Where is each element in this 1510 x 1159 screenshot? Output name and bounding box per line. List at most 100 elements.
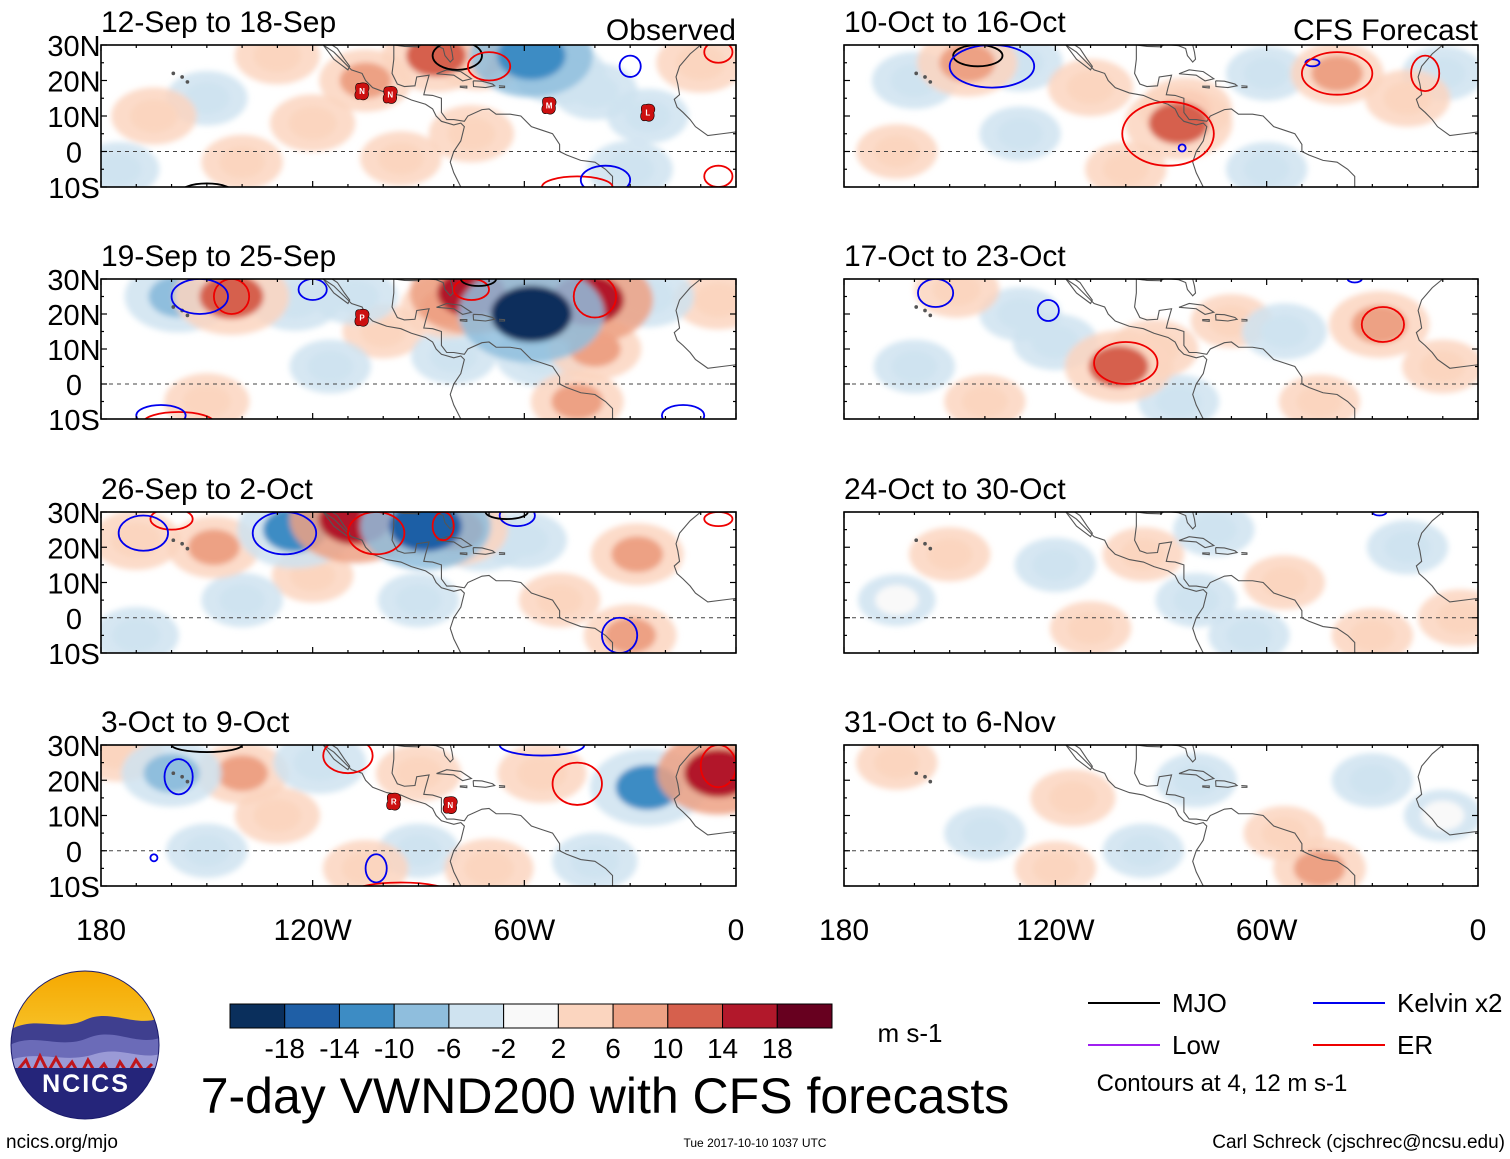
site-link[interactable]: ncics.org/mjo bbox=[6, 1132, 118, 1153]
coastlines bbox=[171, 279, 736, 419]
anomaly-core bbox=[551, 383, 604, 419]
island-dot bbox=[185, 80, 190, 84]
map-panel-p7: 24-Oct to 30-Oct bbox=[843, 473, 1479, 654]
x-tick-label: 60W bbox=[493, 914, 555, 947]
anomaly-core bbox=[490, 285, 572, 343]
anomaly-core bbox=[395, 584, 442, 616]
anomaly-core bbox=[1351, 305, 1408, 344]
island-outline bbox=[1215, 80, 1239, 89]
colorbar-swatch bbox=[557, 1003, 614, 1029]
contour-er bbox=[541, 175, 614, 187]
y-tick-label: 10S bbox=[48, 405, 100, 437]
map-panel-p8: 31-Oct to 6-Nov bbox=[843, 706, 1479, 887]
storm-marker: M bbox=[541, 96, 557, 115]
colorbar-tick-label: 2 bbox=[551, 1033, 567, 1064]
coastline bbox=[673, 45, 736, 137]
anomaly-core bbox=[219, 146, 265, 178]
storm-letter: L bbox=[645, 108, 650, 117]
colorbar-swatch bbox=[722, 1003, 778, 1029]
coastline bbox=[322, 279, 465, 419]
x-tick-label: 0 bbox=[728, 914, 745, 947]
anomaly-field bbox=[856, 745, 1478, 886]
storm-marker: R bbox=[386, 792, 402, 811]
storm-icon bbox=[386, 792, 402, 811]
anomaly-core bbox=[216, 755, 268, 792]
anomaly-core bbox=[611, 536, 664, 573]
anomaly-core bbox=[184, 82, 230, 114]
anomaly-core bbox=[1173, 584, 1219, 616]
coastline bbox=[1136, 512, 1197, 530]
legend-label: MJO bbox=[1172, 988, 1227, 1018]
island-outline bbox=[472, 547, 496, 555]
anomaly-core bbox=[1349, 619, 1395, 652]
coastline bbox=[673, 512, 736, 603]
colorbar-swatch bbox=[284, 1003, 340, 1029]
colorbar-tick-label: 18 bbox=[762, 1033, 793, 1064]
anomaly-core bbox=[497, 45, 566, 80]
anomaly-core bbox=[933, 279, 981, 306]
ncics-logo[interactable]: NCICS bbox=[10, 970, 160, 1128]
island-outline bbox=[436, 769, 473, 782]
contour-er bbox=[149, 512, 194, 531]
x-tick-label: 60W bbox=[1236, 914, 1298, 947]
credit: Carl Schreck (cjschrec@ncsu.edu) bbox=[1212, 1132, 1505, 1153]
figure-title: 7-day VWND200 with CFS forecasts bbox=[201, 1068, 1010, 1124]
legend-item: MJO bbox=[1088, 988, 1227, 1018]
anomaly-core bbox=[891, 350, 938, 383]
contour-er bbox=[1410, 54, 1441, 93]
anomaly-core bbox=[1383, 81, 1432, 115]
y-tick-label: 30N bbox=[47, 31, 100, 63]
island-outline bbox=[459, 552, 468, 556]
anomaly-core bbox=[1155, 385, 1202, 418]
colorbar-tick-label: -14 bbox=[319, 1033, 359, 1064]
colorbar-tick-label: -2 bbox=[491, 1033, 516, 1064]
y-tick-label: 10N bbox=[47, 802, 100, 834]
contour-er bbox=[703, 164, 734, 187]
contour-kelvin-x2 bbox=[1346, 279, 1363, 284]
contour-kelvin-x2 bbox=[135, 404, 187, 419]
coastline bbox=[1065, 279, 1093, 305]
anomaly-core bbox=[378, 142, 424, 175]
contour-er bbox=[452, 279, 490, 301]
legend-label: Kelvin x2 bbox=[1397, 988, 1503, 1018]
y-tick-label: 30N bbox=[47, 265, 100, 297]
coastline bbox=[1134, 512, 1356, 653]
contour-kelvin-x2 bbox=[579, 164, 632, 187]
contour-er bbox=[360, 881, 442, 886]
island-dot bbox=[185, 546, 190, 551]
x-tick-label: 120W bbox=[273, 914, 352, 947]
island-outline bbox=[1241, 85, 1248, 89]
contour-kelvin-x2 bbox=[170, 279, 229, 315]
coastline bbox=[1415, 512, 1478, 603]
island-dot bbox=[171, 538, 176, 543]
anomaly-core bbox=[130, 99, 178, 133]
island-outline bbox=[1178, 302, 1216, 315]
colorbar-swatch bbox=[338, 1003, 395, 1029]
storm-letter: R bbox=[391, 797, 397, 806]
storm-icon bbox=[354, 82, 370, 101]
coastline bbox=[1065, 45, 1093, 71]
storm-letter: M bbox=[546, 101, 553, 110]
coastline bbox=[1415, 279, 1478, 369]
storm-icon bbox=[442, 796, 458, 814]
wave-contours bbox=[917, 279, 1405, 385]
logo-text: NCICS bbox=[42, 1070, 130, 1098]
coastline bbox=[1415, 745, 1478, 836]
x-tick-label: 120W bbox=[1016, 914, 1095, 947]
anomaly-core bbox=[604, 617, 656, 653]
contour-kelvin-x2 bbox=[661, 404, 706, 419]
coastline bbox=[1136, 279, 1197, 297]
y-tick-label: 20N bbox=[47, 766, 100, 798]
y-tick-label: 10S bbox=[48, 173, 100, 205]
x-tick-label: 180 bbox=[76, 914, 126, 947]
anomaly-core bbox=[874, 746, 920, 779]
wave-legend: MJO Kelvin x2 Low ER bbox=[1088, 988, 1503, 1060]
column-label-forecast: CFS Forecast bbox=[1293, 14, 1479, 47]
contour-mjo bbox=[459, 279, 498, 287]
coastline bbox=[391, 279, 614, 419]
colorbar-tick-label: -6 bbox=[436, 1033, 461, 1064]
island-outline bbox=[498, 784, 506, 788]
island-outline bbox=[498, 551, 506, 555]
